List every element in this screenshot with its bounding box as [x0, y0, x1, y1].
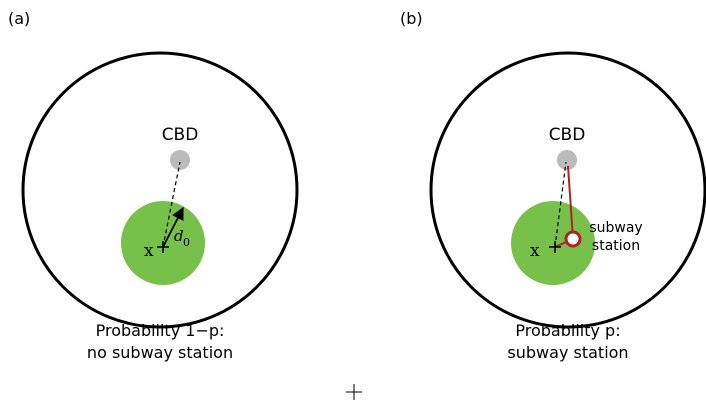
cbd-dot	[557, 150, 577, 170]
city-boundary	[429, 51, 706, 329]
city-boundary	[21, 51, 299, 329]
distance-subscript: 0	[183, 236, 190, 249]
panel-label: (b)	[400, 9, 423, 28]
panel-label: (a)	[8, 9, 30, 28]
panel-b: (b) CBD x subway station Probability p: …	[400, 9, 706, 362]
point-label: x	[144, 241, 154, 261]
station-label: station	[592, 238, 640, 254]
station	[564, 230, 582, 248]
distance-symbol: d	[174, 227, 184, 245]
cbd-label: CBD	[162, 125, 199, 145]
dashed-line	[162, 161, 181, 248]
neighborhood	[511, 201, 595, 285]
cbd-label: CBD	[549, 125, 586, 145]
radius-arrow	[162, 206, 184, 248]
caption: subway station	[507, 343, 628, 362]
caption: Probability p:	[515, 321, 620, 340]
panel-a: (a) CBD x d 0 Probability 1−p: no subway…	[8, 9, 299, 362]
station-label: subway	[589, 220, 642, 236]
caption: no subway station	[87, 343, 233, 362]
point-label: x	[530, 241, 540, 261]
caption: Probability 1−p:	[96, 321, 225, 340]
dashed-line	[554, 161, 567, 248]
cbd-dot	[170, 150, 190, 170]
